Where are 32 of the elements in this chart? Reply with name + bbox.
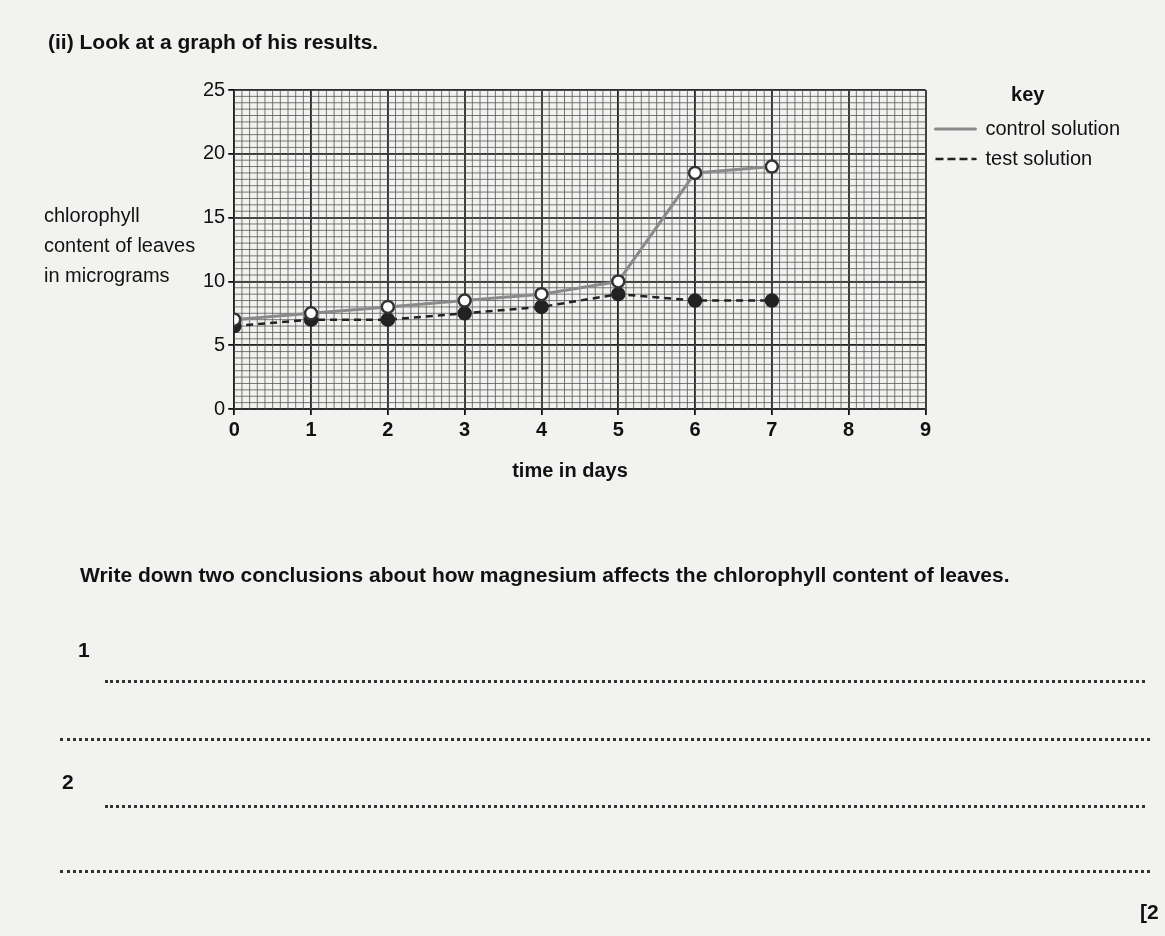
chart-title: (ii) Look at a graph of his results. (48, 30, 379, 54)
y-tick-label: 15 (203, 205, 226, 228)
y-tick-label: 20 (203, 141, 226, 164)
point (611, 286, 626, 302)
point (764, 293, 780, 308)
x-tick-label: 2 (382, 417, 394, 440)
y-tick-label: 5 (214, 332, 226, 355)
x-tick-label: 8 (843, 417, 855, 440)
x-tick-label: 4 (535, 417, 548, 440)
y-tick-label: 25 (203, 77, 226, 100)
x-tick-label: 5 (612, 417, 624, 440)
point (687, 293, 703, 308)
point (380, 312, 396, 327)
legend-label: control solution (985, 116, 1121, 139)
y-tick-label: 0 (214, 396, 226, 419)
legend-label: test solution (985, 146, 1093, 169)
text: 1 (78, 638, 90, 662)
text: 2 (62, 770, 74, 794)
x-tick-label: 3 (459, 417, 471, 440)
x-axis-title: time in days (511, 458, 629, 483)
point (534, 299, 549, 315)
legend-title: key (1011, 82, 1046, 105)
y-axis-title: chlorophyll content of leaves in micrograms (44, 203, 197, 288)
x-tick-label: 0 (228, 417, 240, 440)
x-tick-label: 9 (919, 417, 932, 440)
text: [2 (1140, 900, 1159, 924)
y-tick-label: 10 (203, 268, 226, 291)
point (457, 306, 472, 321)
x-tick-label: 7 (766, 417, 778, 440)
x-tick-label: 1 (305, 417, 317, 440)
text: Write down two conclusions about how magnesium affects the chlorophyll content of leaves. (80, 562, 1011, 588)
x-tick-label: 6 (689, 417, 701, 440)
